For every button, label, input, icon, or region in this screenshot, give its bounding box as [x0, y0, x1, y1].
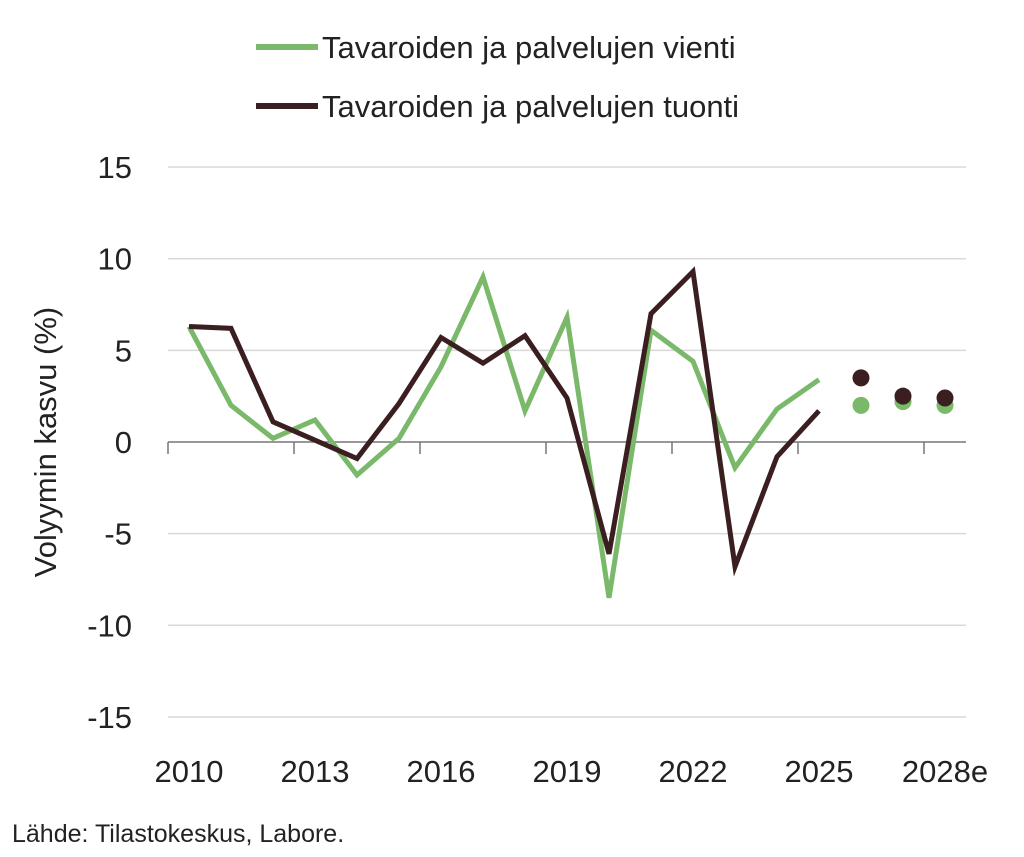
gridlines: 15 10 5 0 -5 -10 -15 — [87, 150, 966, 735]
y-tick-label: -15 — [87, 700, 132, 735]
legend-label-tuonti: Tavaroiden ja palvelujen tuonti — [322, 89, 739, 124]
series-lines — [186, 266, 954, 599]
x-tick-label: 2019 — [533, 754, 602, 789]
x-tick-label: 2022 — [659, 754, 728, 789]
y-tick-label: -10 — [87, 608, 132, 643]
source-note: Lähde: Tilastokeskus, Labore. — [12, 820, 345, 848]
y-tick-label: 0 — [115, 425, 132, 460]
x-tick-label: 2025 — [785, 754, 854, 789]
series-line-0 — [186, 270, 821, 599]
x-axis: 2010 2013 2016 2019 2022 2025 2028e — [155, 441, 988, 789]
series-line-1 — [188, 266, 821, 577]
forecast-point-0 — [852, 396, 870, 414]
x-tick-label: 2013 — [281, 754, 350, 789]
x-tick-label: 2010 — [155, 754, 224, 789]
y-tick-label: 10 — [98, 242, 132, 277]
legend-label-vienti: Tavaroiden ja palvelujen vienti — [322, 30, 736, 65]
y-tick-label: -5 — [104, 517, 132, 552]
x-tick-label: 2016 — [407, 754, 476, 789]
x-tick-label: 2028e — [902, 754, 988, 789]
legend: Tavaroiden ja palvelujen vienti Tavaroid… — [256, 30, 739, 124]
forecast-point-1 — [894, 387, 912, 405]
y-axis-label: Volyymin kasvu (%) — [28, 307, 63, 577]
forecast-point-1 — [936, 389, 954, 407]
forecast-point-1 — [852, 369, 870, 387]
y-tick-label: 5 — [115, 333, 132, 368]
y-tick-label: 15 — [98, 150, 132, 185]
